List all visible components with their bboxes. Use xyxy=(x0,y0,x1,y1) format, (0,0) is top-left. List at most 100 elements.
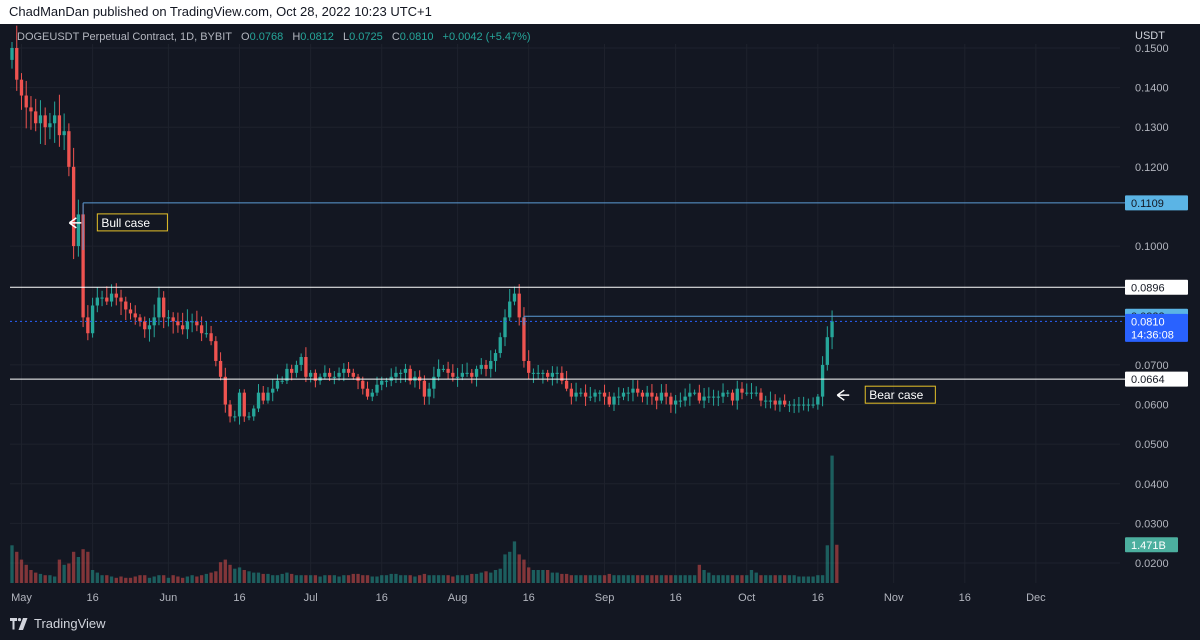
volume-bar xyxy=(659,575,664,583)
volume-bar xyxy=(564,573,569,583)
volume-bar xyxy=(479,572,483,583)
volume-bar xyxy=(835,544,839,583)
volume-bar xyxy=(90,570,95,583)
volume-bar xyxy=(460,575,464,583)
candle xyxy=(247,416,251,418)
candle xyxy=(702,396,706,401)
candle xyxy=(626,392,630,394)
y-tick-label: 0.0500 xyxy=(1135,439,1169,451)
volume-bar xyxy=(138,575,142,583)
change-value: +0.0042 (+5.47%) xyxy=(442,31,531,43)
volume-bar xyxy=(621,575,626,583)
candle xyxy=(290,368,294,373)
candle xyxy=(313,372,318,381)
candle xyxy=(707,396,711,398)
volume-bar xyxy=(318,576,322,583)
volume-bar xyxy=(346,575,351,583)
candle xyxy=(29,107,33,112)
volume-bar xyxy=(721,575,725,583)
candle xyxy=(759,392,763,401)
volume-bar xyxy=(811,576,815,583)
candle xyxy=(86,317,90,334)
volume-bar xyxy=(275,575,280,583)
volume-bar xyxy=(228,564,232,583)
volume-bar xyxy=(271,575,275,583)
level-lines: 0.11090.08960.08230.081014:36:080.06641.… xyxy=(10,195,1188,553)
candle xyxy=(180,325,185,330)
volume-bar xyxy=(783,575,787,583)
volume-bar xyxy=(768,575,773,583)
candle xyxy=(692,392,697,394)
volume-bar xyxy=(470,573,474,583)
candle xyxy=(399,372,403,374)
candle xyxy=(133,313,137,318)
volume-bar xyxy=(128,577,133,583)
volume-bar xyxy=(166,577,171,583)
arrow-left-icon xyxy=(836,389,850,401)
volume-bar xyxy=(394,573,398,583)
volume-bar xyxy=(555,572,559,583)
volume-bar xyxy=(550,572,555,583)
volume-bar xyxy=(256,572,261,583)
candle xyxy=(503,317,507,338)
candle xyxy=(493,353,498,361)
x-tick-label: 16 xyxy=(959,592,971,604)
volume-bar xyxy=(697,564,701,583)
x-tick-label: 16 xyxy=(523,592,535,604)
chart-frame[interactable] xyxy=(8,24,1192,606)
low-label: L xyxy=(343,31,350,43)
candle xyxy=(152,317,156,326)
volume-bar xyxy=(43,575,47,583)
candle xyxy=(545,372,550,377)
high-value: 0.0812 xyxy=(300,31,334,43)
volume-bar xyxy=(683,575,687,583)
candle xyxy=(209,333,213,342)
candle xyxy=(351,372,355,377)
volume-bar xyxy=(792,575,796,583)
x-tick-label: Dec xyxy=(1026,592,1046,604)
volume-bar xyxy=(441,575,446,583)
candle xyxy=(569,388,574,397)
volume-bar xyxy=(806,576,811,583)
candle xyxy=(185,321,190,330)
volume-bar xyxy=(76,557,81,583)
volume-bar xyxy=(522,559,526,583)
volume-bar xyxy=(527,567,531,583)
candle xyxy=(370,392,374,397)
candle xyxy=(299,357,303,365)
candle xyxy=(422,380,427,397)
price-label-text: 0.0664 xyxy=(1131,374,1165,386)
volume-bar xyxy=(508,551,512,583)
y-tick-label: 0.0400 xyxy=(1135,479,1169,491)
candle xyxy=(233,416,237,418)
volume-bar xyxy=(105,575,109,583)
candle xyxy=(266,392,270,401)
candle xyxy=(564,380,569,389)
y-tick-label: 0.1300 xyxy=(1135,122,1169,134)
candle xyxy=(764,400,768,402)
candle xyxy=(408,368,412,381)
candle xyxy=(602,392,607,397)
candle xyxy=(673,400,678,405)
candle xyxy=(365,388,370,397)
candle xyxy=(754,392,758,394)
volume-bar xyxy=(446,575,450,583)
candle xyxy=(460,372,464,377)
volume-bar xyxy=(422,573,427,583)
volume-bar xyxy=(489,572,493,583)
tradingview-logo[interactable]: TradingView xyxy=(10,616,106,631)
volume-bar xyxy=(261,573,265,583)
price-label-text: 0.0896 xyxy=(1131,282,1165,294)
candle xyxy=(237,392,242,417)
candle xyxy=(593,392,597,397)
volume-bar xyxy=(57,559,62,583)
x-tick-label: Sep xyxy=(595,592,615,604)
candle xyxy=(53,115,57,124)
volume-bar xyxy=(171,575,175,583)
candle xyxy=(76,214,81,247)
candle xyxy=(636,388,640,393)
volume-bar xyxy=(545,570,550,583)
candle xyxy=(579,392,583,394)
volume-bar xyxy=(252,572,256,583)
